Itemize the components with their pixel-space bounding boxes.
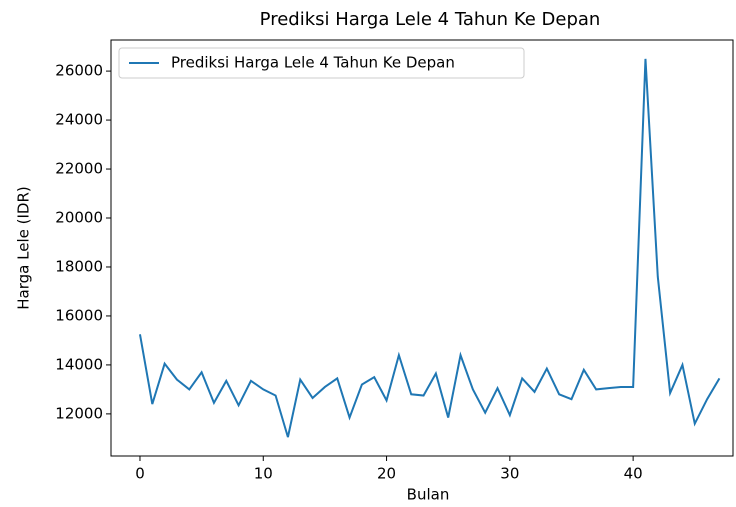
x-tick-label: 20: [377, 465, 396, 483]
y-tick-label: 18000: [55, 257, 103, 275]
x-axis-label: Bulan: [407, 486, 450, 504]
y-tick-label: 20000: [55, 209, 103, 227]
data-line: [138, 58, 721, 438]
legend-box: [118, 47, 525, 79]
y-tick-label: 26000: [55, 62, 103, 80]
x-tick-label: 10: [254, 465, 273, 483]
chart-title: Prediksi Harga Lele 4 Tahun Ke Depan: [260, 9, 601, 30]
x-tick-label: 40: [624, 465, 643, 483]
x-tick-label: 30: [500, 465, 519, 483]
x-tick-label: 0: [135, 465, 145, 483]
y-tick-label: 24000: [55, 111, 103, 129]
plot-frame: [110, 39, 734, 457]
y-axis-label: Harga Lele (IDR): [15, 186, 33, 309]
legend-label: Prediksi Harga Lele 4 Tahun Ke Depan: [171, 54, 455, 72]
y-tick-label: 12000: [55, 404, 103, 422]
y-tick-label: 22000: [55, 160, 103, 178]
y-tick-label: 14000: [55, 355, 103, 373]
y-tick-label: 16000: [55, 306, 103, 324]
